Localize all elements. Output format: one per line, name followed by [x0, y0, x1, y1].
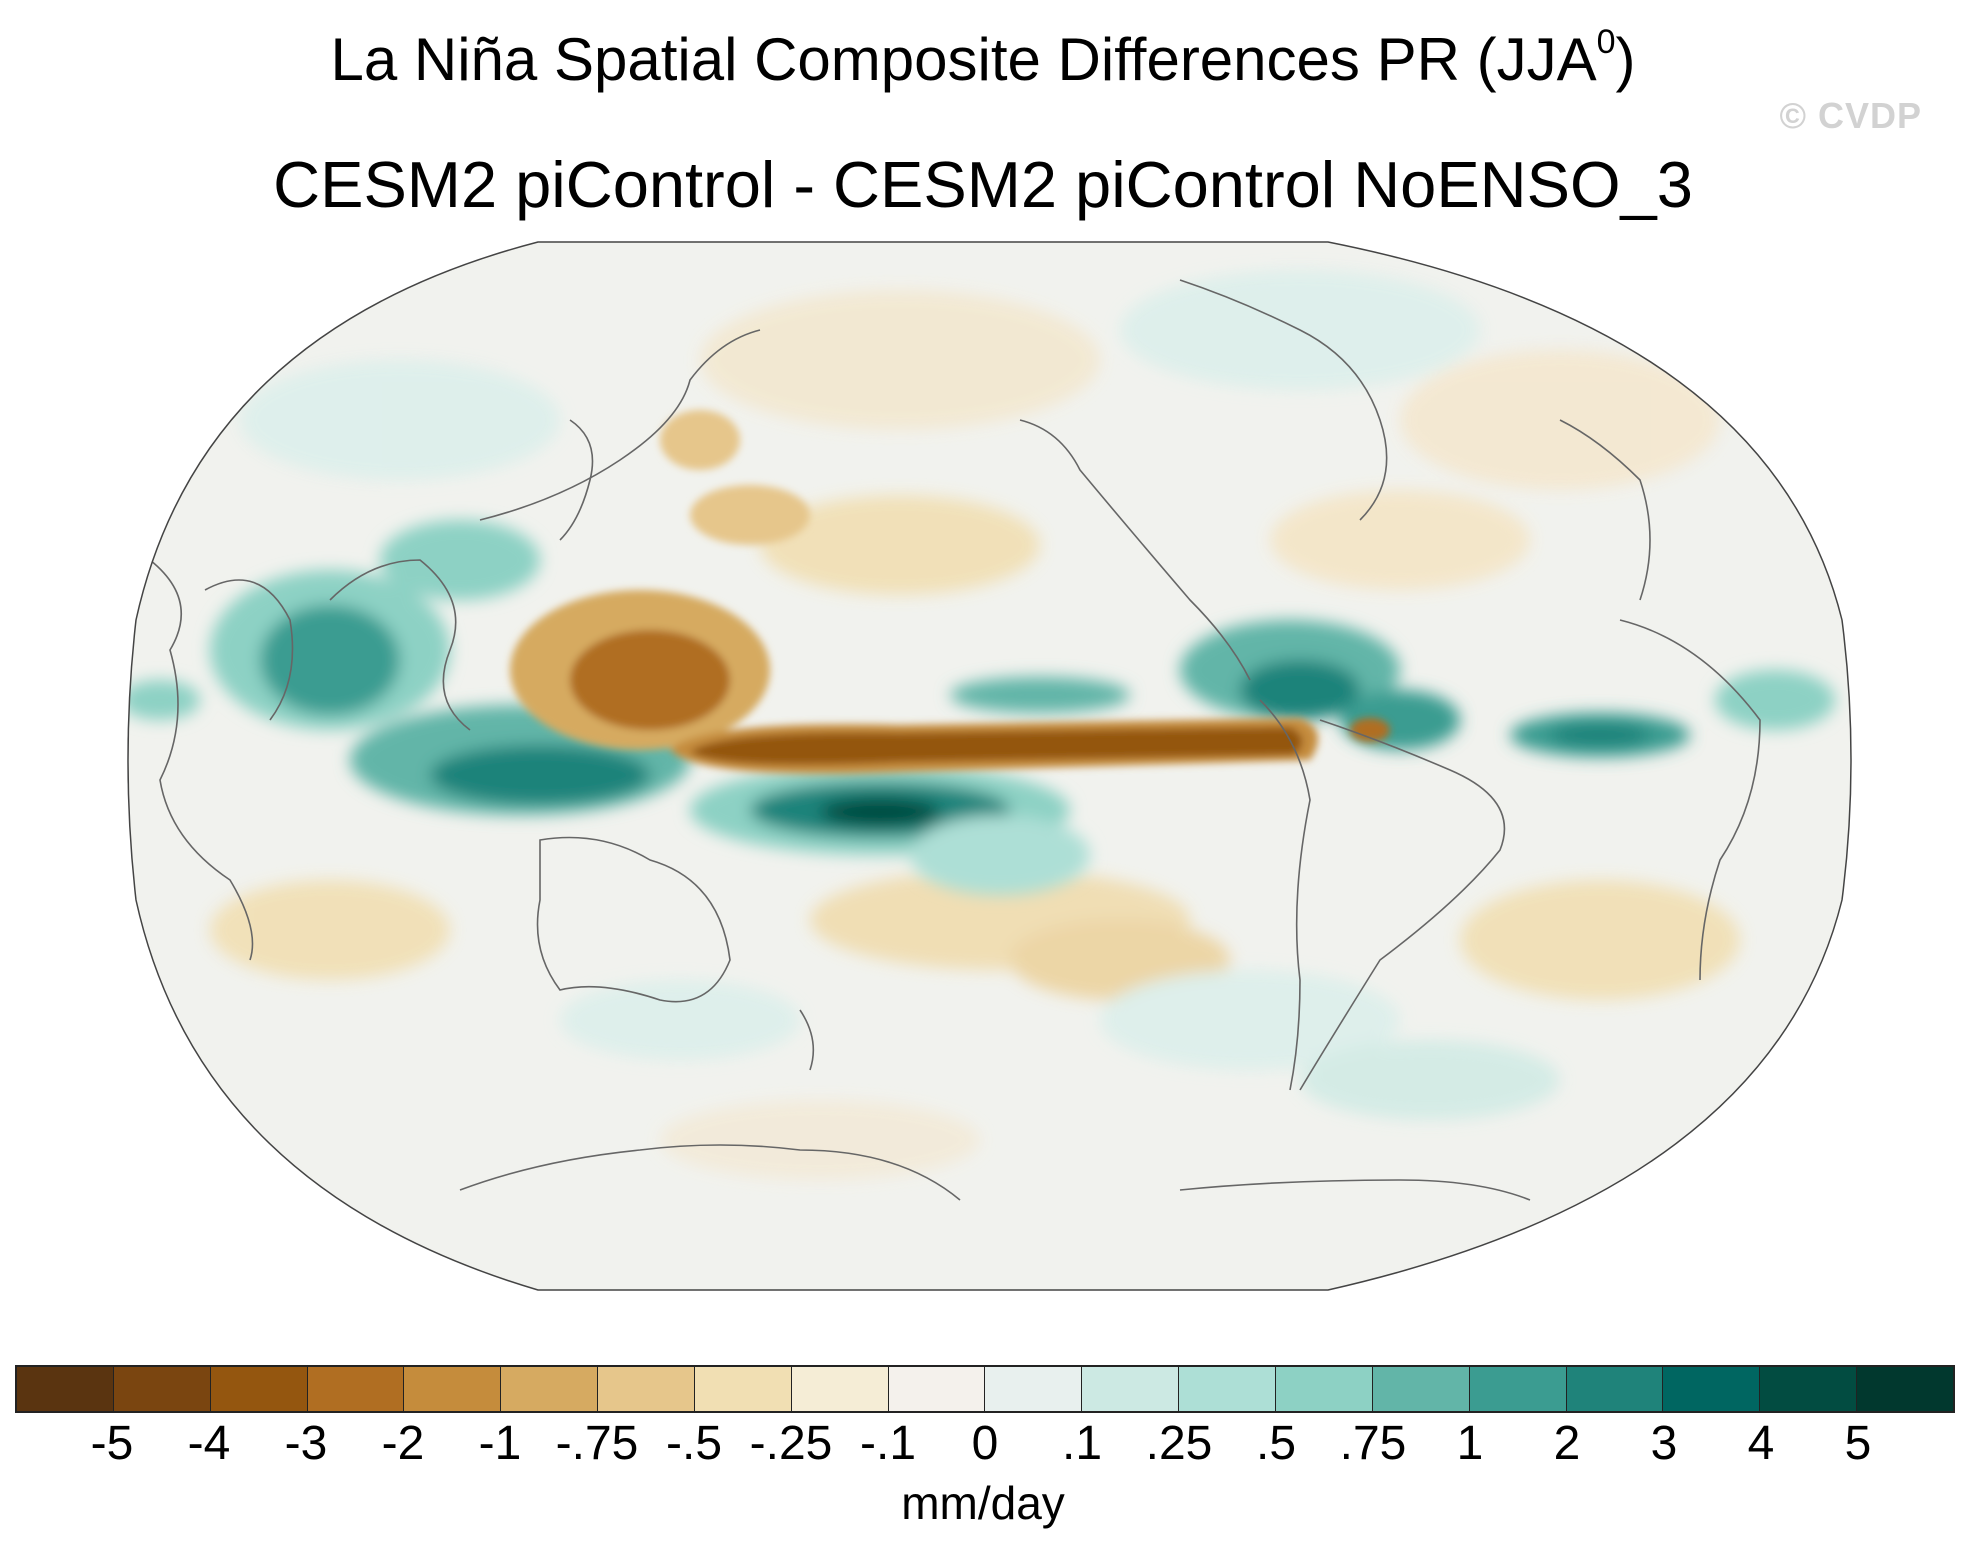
- south-america-west-coast: [1259, 699, 1311, 1091]
- australia: [536, 836, 731, 1003]
- colorbar-segment: [597, 1367, 694, 1411]
- coastlines: [149, 279, 1761, 1201]
- colorbar-segment: [1856, 1367, 1953, 1411]
- colorbar-segment: [1371, 1367, 1469, 1411]
- colorbar-segment: [1081, 1367, 1179, 1411]
- colorbar-tick-label: -.25: [749, 1417, 833, 1470]
- colorbar-segment: [17, 1367, 113, 1411]
- colorbar-tick-label: .75: [1339, 1417, 1407, 1470]
- colorbar-tick-label: .1: [1061, 1417, 1103, 1470]
- japan: [559, 419, 594, 541]
- colorbar-tick-label: .25: [1145, 1417, 1213, 1470]
- watermark: © CVDP: [1779, 95, 1922, 136]
- europe-coast: [1559, 419, 1651, 601]
- colorbar-segment: [984, 1367, 1082, 1411]
- se-asia-coast: [329, 559, 471, 731]
- colorbar-tick-label: 2: [1553, 1417, 1581, 1470]
- colorbar-tick-label: .5: [1255, 1417, 1297, 1470]
- colorbar-segment: [887, 1367, 985, 1411]
- africa-east-coast: [149, 559, 254, 961]
- colorbar-segment: [693, 1367, 791, 1411]
- colorbar-segment: [500, 1367, 598, 1411]
- colorbar: [15, 1365, 1955, 1413]
- north-america-west-coast: [1019, 419, 1251, 681]
- chart-title-superscript: 0: [1596, 23, 1616, 61]
- colorbar-tick-label: -5: [90, 1417, 134, 1470]
- colorbar-tick-label: -.75: [555, 1417, 639, 1470]
- chart-subtitle: CESM2 piControl - CESM2 piControl NoENSO…: [273, 148, 1693, 221]
- colorbar-tick-label: 4: [1747, 1417, 1775, 1470]
- south-america-east-coast: [1299, 719, 1506, 1091]
- colorbar-tick-label: -4: [187, 1417, 231, 1470]
- colorbar-segment: [306, 1367, 404, 1411]
- colorbar-tick-label: -.5: [665, 1417, 723, 1470]
- colorbar-tick-label: -3: [284, 1417, 328, 1470]
- africa-west-coast: [1619, 619, 1761, 981]
- field-dry-anomalies: [510, 410, 1390, 774]
- colorbar-tick-label: 3: [1650, 1417, 1678, 1470]
- colorbar-segment: [1759, 1367, 1857, 1411]
- chart-title: La Niña Spatial Composite Differences PR…: [0, 25, 1966, 90]
- colorbar-tick-labels: -5 -4 -3 -2 -1 -.75 -.5 -.25 -.1 0 .1 .25 .5 .75 1 2 3 4 5: [15, 1420, 1955, 1480]
- field-wet-anomalies: [128, 520, 1835, 895]
- colorbar-tick-label: 1: [1456, 1417, 1484, 1470]
- colorbar-tick-label: -2: [381, 1417, 425, 1470]
- map-field: [128, 242, 1851, 1290]
- colorbar-segment: [1178, 1367, 1275, 1411]
- colorbar-tick-label: -.1: [859, 1417, 917, 1470]
- colorbar-segment: [790, 1367, 888, 1411]
- colorbar-tick-label: -1: [478, 1417, 522, 1470]
- chart-title-close: ): [1615, 26, 1636, 93]
- colorbar-tick-label: 5: [1844, 1417, 1872, 1470]
- new-zealand: [799, 1009, 815, 1071]
- colorbar-units: mm/day: [901, 1477, 1065, 1529]
- colorbar-segment: [1662, 1367, 1760, 1411]
- colorbar-segment: [209, 1367, 307, 1411]
- antarctica-coast-left: [459, 1144, 961, 1201]
- chart-title-text: La Niña Spatial Composite Differences PR…: [330, 26, 1597, 93]
- colorbar-segment: [1468, 1367, 1566, 1411]
- india-coast: [204, 579, 294, 721]
- colorbar-segment: [403, 1367, 501, 1411]
- east-asia-coast: [479, 329, 761, 521]
- north-america-north: [1179, 279, 1388, 521]
- colorbar-tick-label: 0: [971, 1417, 999, 1470]
- colorbar-segment: [1565, 1367, 1663, 1411]
- field-pale-patches: [210, 270, 1740, 1180]
- map-border: [127, 241, 1852, 1291]
- antarctica-coast-right: [1179, 1179, 1531, 1201]
- colorbar-segment: [112, 1367, 210, 1411]
- colorbar-segment: [1274, 1367, 1372, 1411]
